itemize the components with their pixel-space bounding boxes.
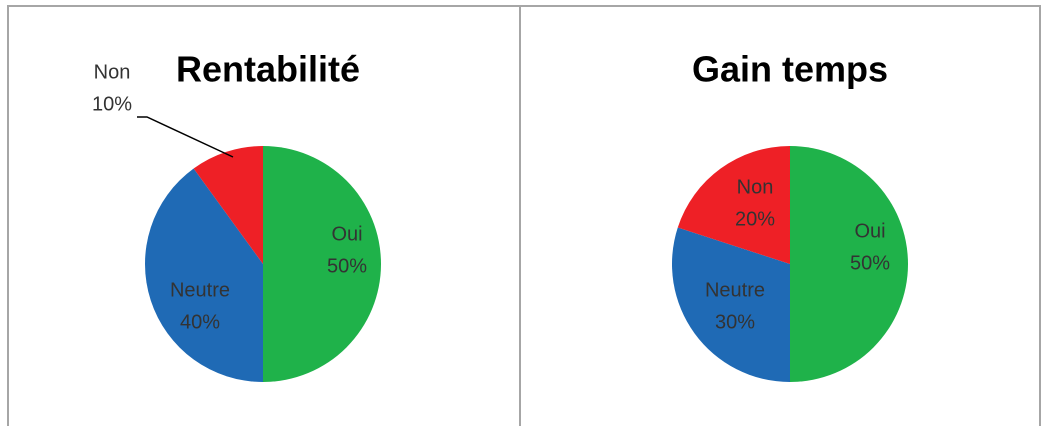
slice-value-label: 30%	[715, 311, 755, 333]
slice-category: Neutre	[170, 279, 230, 301]
pie-slice	[193, 146, 263, 264]
slice-value-label: 50%	[327, 255, 367, 277]
slice-value-label: 40%	[180, 311, 220, 333]
slice-category: Oui	[331, 223, 362, 245]
slice-value-label: 50%	[850, 252, 890, 274]
slice-category: Non	[737, 176, 774, 198]
slice-category: Neutre	[705, 279, 765, 301]
pie-slice	[263, 146, 381, 382]
pie-slice	[790, 146, 908, 382]
slice-category: Non	[94, 61, 131, 83]
slice-value-label: 10%	[92, 93, 132, 115]
frame	[7, 5, 1041, 426]
pie-slice	[672, 227, 790, 382]
slice-category: Oui	[854, 220, 885, 242]
pie-slice	[677, 146, 790, 264]
slice-value-label: 20%	[735, 208, 775, 230]
chart-title: Gain temps	[692, 49, 888, 90]
pie-slice	[144, 168, 263, 382]
leader-line	[137, 116, 234, 158]
chart-title: Rentabilité	[176, 49, 360, 90]
